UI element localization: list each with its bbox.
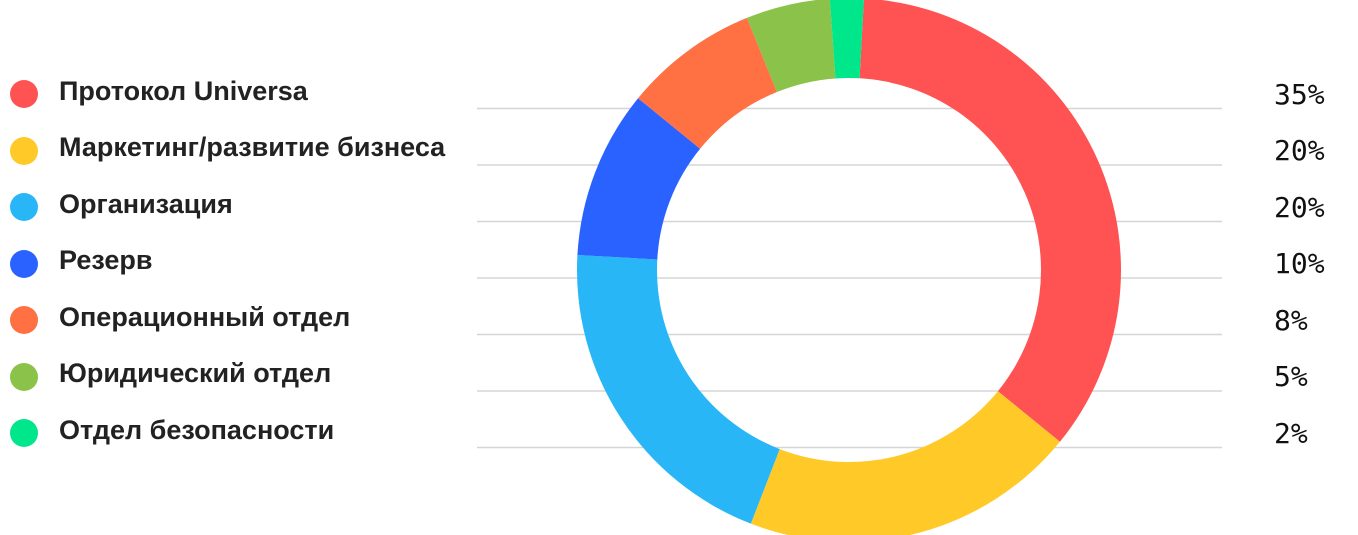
legend-label: Маркетинг/развитие бизнеса bbox=[59, 132, 445, 163]
legend-dot-icon bbox=[10, 193, 38, 221]
legend-item: Маркетинг/развитие бизнеса bbox=[10, 123, 445, 180]
donut-slice bbox=[751, 391, 1060, 535]
value-label: 2% bbox=[1274, 405, 1325, 462]
value-label: 10% bbox=[1274, 236, 1325, 293]
value-label: 8% bbox=[1274, 292, 1325, 349]
legend-item: Протокол Universa bbox=[10, 66, 445, 123]
value-label: 20% bbox=[1274, 123, 1325, 180]
donut-slice bbox=[830, 0, 864, 78]
legend-dot-icon bbox=[10, 137, 38, 165]
legend-label: Протокол Universa bbox=[59, 76, 308, 107]
legend-item: Резерв bbox=[10, 236, 445, 293]
legend-item: Организация bbox=[10, 179, 445, 236]
legend-dot-icon bbox=[10, 80, 38, 108]
legend-label: Операционный отдел bbox=[59, 302, 350, 333]
legend-dot-icon bbox=[10, 419, 38, 447]
legend: Протокол Universa Маркетинг/развитие бизн… bbox=[10, 66, 445, 462]
legend-label: Организация bbox=[59, 189, 233, 220]
legend-dot-icon bbox=[10, 363, 38, 391]
value-label: 35% bbox=[1274, 66, 1325, 123]
legend-dot-icon bbox=[10, 306, 38, 334]
value-label: 20% bbox=[1274, 179, 1325, 236]
legend-item: Юридический отдел bbox=[10, 349, 445, 406]
value-label: 5% bbox=[1274, 349, 1325, 406]
donut-slices bbox=[577, 0, 1121, 535]
donut-slice bbox=[577, 255, 780, 524]
value-labels: 35% 20% 20% 10% 8% 5% 2% bbox=[1274, 66, 1325, 462]
legend-label: Отдел безопасности bbox=[59, 415, 334, 446]
legend-label: Резерв bbox=[59, 245, 153, 276]
legend-dot-icon bbox=[10, 250, 38, 278]
legend-item: Отдел безопасности bbox=[10, 405, 445, 462]
legend-label: Юридический отдел bbox=[59, 358, 331, 389]
legend-item: Операционный отдел bbox=[10, 292, 445, 349]
